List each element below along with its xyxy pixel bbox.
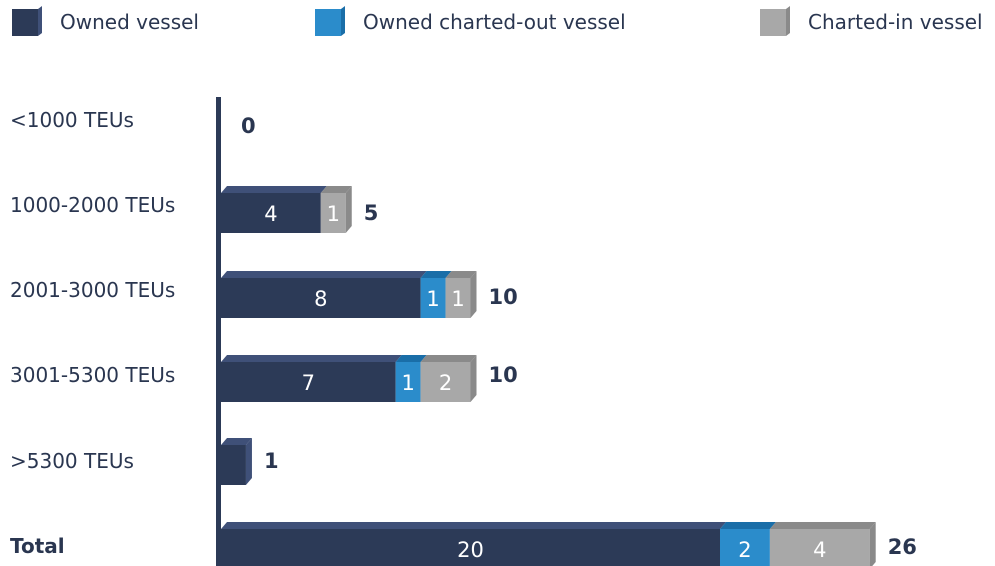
bar-top-charted-in bbox=[320, 186, 352, 193]
legend-swatch-edge bbox=[341, 6, 345, 36]
bar-total-label: 5 bbox=[364, 201, 379, 225]
legend-swatch-owned-charted-out-vessel bbox=[315, 9, 341, 36]
bar-value-label-charted-in: 1 bbox=[451, 287, 464, 311]
bar-total-label: 10 bbox=[489, 285, 518, 309]
bar-top-charted-out bbox=[420, 271, 452, 278]
bar-value-label-charted-in: 4 bbox=[813, 538, 826, 562]
bar-top-charted-out bbox=[720, 522, 776, 529]
bar-total-label: 26 bbox=[888, 535, 917, 559]
category-label-1000-teus: <1000 TEUs bbox=[10, 108, 134, 132]
bar-end-bevel bbox=[345, 186, 352, 233]
bar-row-3001-5300-teus: 7 1 2 10 bbox=[221, 355, 518, 402]
bar-top-owned bbox=[221, 522, 726, 529]
bar-row-total: 20 2 4 26 bbox=[221, 522, 917, 566]
category-label-5300-teus: >5300 TEUs bbox=[10, 449, 134, 473]
category-label-1000-2000-teus: 1000-2000 TEUs bbox=[10, 193, 175, 217]
legend-swatch-edge bbox=[786, 6, 790, 36]
legend-label-charted-in-vessel: Charted-in vessel bbox=[808, 10, 983, 34]
bar-end-bevel bbox=[869, 522, 876, 566]
bar-end-bevel bbox=[245, 438, 252, 485]
category-label-2001-3000-teus: 2001-3000 TEUs bbox=[10, 278, 175, 302]
bar-segment-owned bbox=[221, 445, 246, 485]
y-axis-line bbox=[216, 97, 221, 566]
bar-value-label-owned: 20 bbox=[457, 538, 484, 562]
bar-segment-charted-in bbox=[420, 362, 471, 402]
legend-item-owned-vessel: Owned vessel bbox=[12, 6, 199, 36]
bar-segment-owned bbox=[221, 193, 321, 233]
bar-value-label-charted-out: 1 bbox=[401, 371, 414, 395]
category-labels: <1000 TEUs 1000-2000 TEUs 2001-3000 TEUs 30… bbox=[10, 108, 175, 558]
legend-item-owned-charted-out-vessel: Owned charted-out vessel bbox=[315, 6, 626, 36]
bar-segment-owned bbox=[221, 529, 720, 566]
bar-total-label: 1 bbox=[264, 449, 279, 473]
legend-item-charted-in-vessel: Charted-in vessel bbox=[760, 6, 983, 36]
bar-segment-charted-out bbox=[395, 362, 421, 402]
bar-segment-charted-out bbox=[420, 278, 446, 318]
bar-value-label-owned: 7 bbox=[302, 371, 315, 395]
bar-segment-charted-in bbox=[320, 193, 346, 233]
bar-row-5300-teus: 1 bbox=[221, 438, 279, 485]
bar-top-owned bbox=[221, 355, 402, 362]
bar-top-charted-in bbox=[769, 522, 876, 529]
bar-total-label: 10 bbox=[489, 363, 518, 387]
bar-top-charted-in bbox=[420, 355, 477, 362]
bar-value-label-charted-out: 1 bbox=[426, 287, 439, 311]
legend-label-owned-charted-out-vessel: Owned charted-out vessel bbox=[363, 10, 626, 34]
bar-segment-charted-out bbox=[720, 529, 770, 566]
bar-value-label-charted-in: 1 bbox=[327, 202, 340, 226]
bar-top-charted-in bbox=[445, 271, 477, 278]
bar-end-bevel bbox=[470, 355, 477, 402]
bar-value-label-charted-out: 2 bbox=[738, 538, 751, 562]
bar-top-owned bbox=[221, 438, 252, 445]
bar-segment-owned bbox=[221, 362, 396, 402]
category-label-3001-5300-teus: 3001-5300 TEUs bbox=[10, 363, 175, 387]
bar-total-label: 0 bbox=[241, 114, 256, 138]
bar-top-charted-out bbox=[395, 355, 427, 362]
bar-segment-owned bbox=[221, 278, 421, 318]
bar-value-label-owned: 8 bbox=[314, 287, 327, 311]
bar-row-2001-3000-teus: 8 1 1 10 bbox=[221, 271, 518, 318]
bar-value-label-owned: 4 bbox=[264, 202, 277, 226]
bar-value-label-charted-in: 2 bbox=[439, 371, 452, 395]
legend-label-owned-vessel: Owned vessel bbox=[60, 10, 199, 34]
bar-segment-charted-in bbox=[445, 278, 471, 318]
legend-swatch-charted-in-vessel bbox=[760, 9, 786, 36]
category-label-total: Total bbox=[10, 534, 65, 558]
legend-swatch-owned-vessel bbox=[12, 9, 38, 36]
bar-segment-charted-in bbox=[769, 529, 870, 566]
bar-top-owned bbox=[221, 271, 427, 278]
legend: Owned vessel Owned charted-out vessel Char… bbox=[12, 6, 983, 36]
legend-swatch-edge bbox=[38, 6, 42, 36]
bar-end-bevel bbox=[470, 271, 477, 318]
bar-top-owned bbox=[221, 186, 327, 193]
bar-row-1000-teus: 0 bbox=[241, 114, 256, 138]
